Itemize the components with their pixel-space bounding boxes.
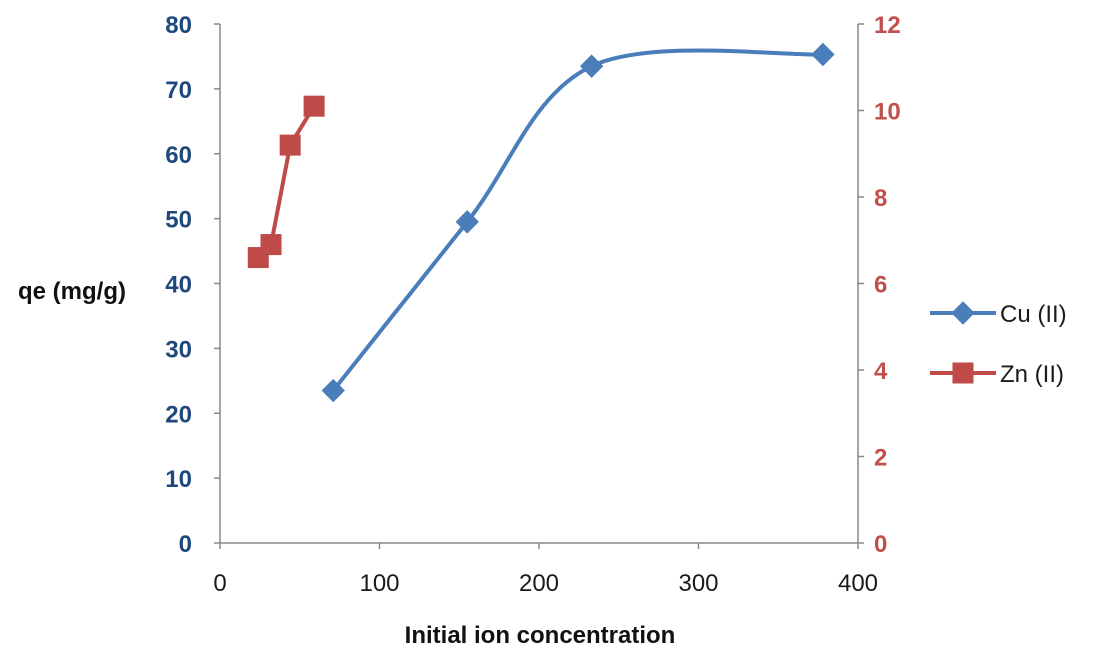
x-tick-label: 100 xyxy=(359,570,399,597)
legend-label: Zn (II) xyxy=(1000,361,1064,388)
data-point-cu-ii xyxy=(455,210,479,234)
y2-tick-label: 2 xyxy=(874,445,887,472)
legend-swatch-marker xyxy=(952,362,974,384)
y-tick-label: 60 xyxy=(165,142,192,169)
y2-tick-label: 8 xyxy=(874,185,887,212)
y-tick-label: 0 xyxy=(179,531,192,558)
legend: Cu (II) Zn (II) xyxy=(930,301,1067,388)
tick-labels: 0 10 20 30 40 50 60 70 80 0 2 4 6 8 10 12 0 100 200 300 400 xyxy=(165,12,900,597)
legend-swatch-marker xyxy=(951,301,975,325)
x-axis-title: Initial ion concentration xyxy=(405,622,676,646)
y2-tick-label: 4 xyxy=(874,358,888,385)
x-tick-label: 200 xyxy=(519,570,559,597)
data-point-cu-ii xyxy=(321,378,345,403)
y-tick-label: 10 xyxy=(165,466,192,493)
axes xyxy=(214,23,864,549)
series xyxy=(247,42,835,403)
x-tick-label: 300 xyxy=(678,570,718,597)
x-tick-label: 400 xyxy=(838,570,878,597)
series-zn-ii xyxy=(247,95,325,269)
y2-tick-label: 6 xyxy=(874,272,887,299)
y2-tick-label: 0 xyxy=(874,531,887,558)
y-tick-label: 80 xyxy=(165,12,192,39)
y-tick-label: 70 xyxy=(165,77,192,104)
x-tick-label: 0 xyxy=(213,570,226,597)
legend-item-zn-ii: Zn (II) xyxy=(930,361,1064,388)
y-axis-title: qe (mg/g) xyxy=(18,278,126,305)
y-tick-label: 30 xyxy=(165,336,192,363)
legend-item-cu-ii: Cu (II) xyxy=(930,301,1067,328)
y-tick-label: 20 xyxy=(165,401,192,428)
data-point-zn-ii xyxy=(279,134,301,156)
data-point-cu-ii xyxy=(579,54,604,78)
data-point-zn-ii xyxy=(260,234,282,256)
y-tick-label: 40 xyxy=(165,272,192,299)
series-cu-ii xyxy=(321,42,835,403)
data-point-zn-ii xyxy=(303,95,325,117)
y2-tick-label: 12 xyxy=(874,12,901,39)
y-tick-label: 50 xyxy=(165,207,192,234)
series-line-cu-ii xyxy=(331,48,825,393)
legend-label: Cu (II) xyxy=(1000,301,1067,328)
y2-tick-label: 10 xyxy=(874,99,901,126)
data-point-cu-ii xyxy=(811,42,835,67)
